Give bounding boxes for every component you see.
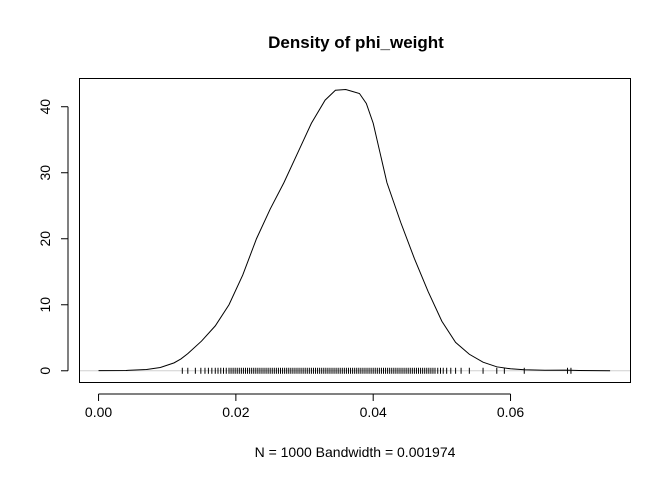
y-tick-label: 20 bbox=[37, 231, 53, 247]
rug-marks bbox=[181, 367, 572, 374]
plot-frame bbox=[79, 78, 631, 383]
x-tick-label: 0.02 bbox=[222, 404, 249, 420]
x-axis: 0.00 0.02 0.04 0.06 bbox=[85, 393, 524, 420]
x-tick-label: 0.04 bbox=[360, 404, 387, 420]
y-tick-label: 10 bbox=[37, 297, 53, 313]
y-tick-label: 0 bbox=[37, 367, 53, 375]
density-curve bbox=[98, 89, 611, 372]
x-axis-label: N = 1000 Bandwidth = 0.001974 bbox=[255, 444, 456, 460]
y-tick-label: 30 bbox=[37, 165, 53, 181]
y-axis: 0 10 20 30 40 bbox=[37, 99, 69, 375]
y-tick-label: 40 bbox=[37, 99, 53, 115]
x-tick-label: 0.06 bbox=[497, 404, 524, 420]
chart-title: Density of phi_weight bbox=[268, 33, 444, 52]
x-tick-label: 0.00 bbox=[85, 404, 112, 420]
